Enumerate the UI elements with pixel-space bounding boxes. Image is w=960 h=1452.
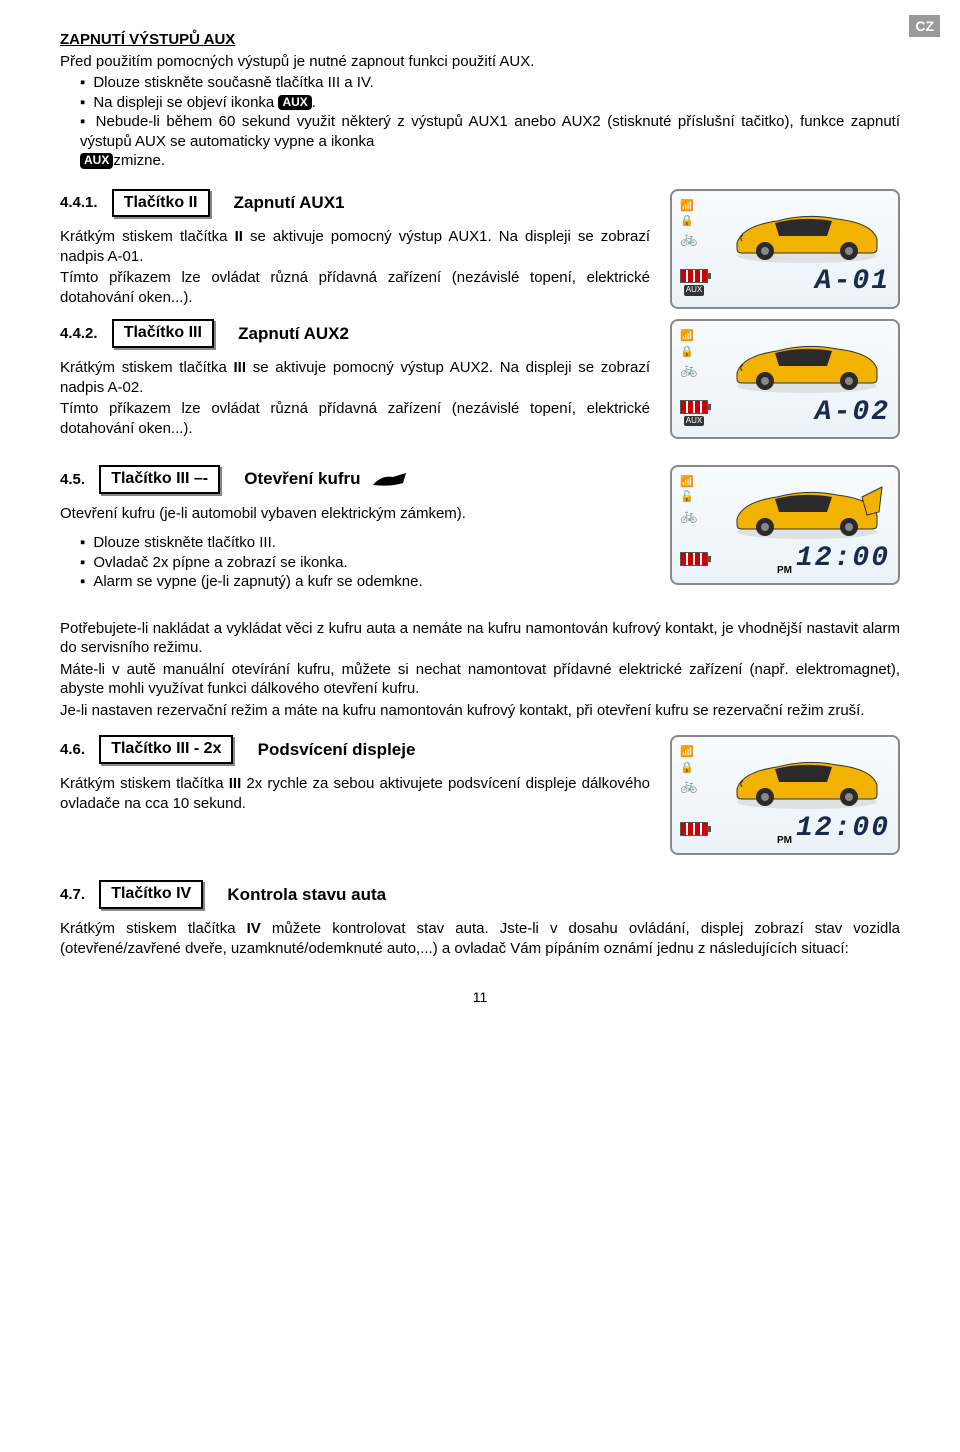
page-number: 11 <box>60 988 900 1006</box>
pm-label: PM <box>777 834 792 847</box>
intro-item-2: Na displeji se objeví ikonka AUX. <box>80 93 900 113</box>
aux-label: AUX <box>684 285 704 295</box>
lcd-readout: 12:00 <box>796 541 890 577</box>
language-badge: CZ <box>909 15 940 37</box>
lcd-readout: A-02 <box>815 395 890 431</box>
paragraph: Tímto příkazem lze ovládat různá přídavn… <box>60 399 650 438</box>
paragraph: Krátkým stiskem tlačítka III se aktivuje… <box>60 358 650 397</box>
bullet-list: Dlouze stiskněte tlačítko III. Ovladač 2… <box>60 533 650 592</box>
subsection-title: Zapnutí AUX1 <box>234 192 345 214</box>
intro-item-3: Nebude-li během 60 sekund využit některý… <box>80 112 900 171</box>
subsection-title: Kontrola stavu auta <box>227 884 386 906</box>
subsection-title: Podsvícení displeje <box>258 739 416 761</box>
lcd-display-trunk: 📶🔓🚲 PM 12:00 <box>670 465 900 585</box>
lcd-display-aux1: 📶🔒🚲 AUX A-01 <box>670 189 900 309</box>
paragraph: Je-li nastaven rezervační režim a máte n… <box>60 701 900 721</box>
battery-icon <box>680 400 708 414</box>
aux-icon: AUX <box>80 153 113 169</box>
section-number: 4.7. <box>60 885 85 905</box>
button-box-iii: Tlačítko III <box>112 319 214 348</box>
car-trunk-icon <box>727 477 887 542</box>
lcd-status-icons: 📶🔓🚲 <box>680 475 697 525</box>
lcd-display-aux2: 📶🔒🚲 AUX A-02 <box>670 319 900 439</box>
section-number: 4.4.1. <box>60 193 98 213</box>
paragraph: Krátkým stiskem tlačítka III 2x rychle z… <box>60 774 650 813</box>
button-box-iii-2x: Tlačítko III - 2x <box>99 735 233 764</box>
lcd-readout: 12:00 <box>796 811 890 847</box>
car-icon <box>727 331 887 396</box>
battery-icon <box>680 822 708 836</box>
subsection-title: Zapnutí AUX2 <box>238 323 349 345</box>
button-box-ii: Tlačítko II <box>112 189 210 218</box>
lcd-display-backlight: 📶🔒🚲 PM 12:00 <box>670 735 900 855</box>
aux-icon: AUX <box>278 95 311 111</box>
button-box-iv: Tlačítko IV <box>99 880 203 909</box>
lcd-readout: A-01 <box>815 264 890 300</box>
car-icon <box>727 747 887 812</box>
trunk-open-icon <box>371 471 411 489</box>
intro-item-1: Dlouze stiskněte současně tlačítka III a… <box>80 73 900 93</box>
list-item: Dlouze stiskněte tlačítko III. <box>80 533 650 553</box>
intro-list: Dlouze stiskněte současně tlačítka III a… <box>60 73 900 171</box>
paragraph: Krátkým stiskem tlačítka IV můžete kontr… <box>60 919 900 958</box>
car-icon <box>727 201 887 266</box>
section-number: 4.5. <box>60 470 85 490</box>
paragraph: Potřebujete-li nakládat a vykládat věci … <box>60 619 900 658</box>
lcd-status-icons: 📶🔒🚲 <box>680 745 697 795</box>
section-title: ZAPNUTÍ VÝSTUPŮ AUX <box>60 30 900 50</box>
aux-label: AUX <box>684 416 704 426</box>
section-number: 4.4.2. <box>60 324 98 344</box>
section-number: 4.6. <box>60 740 85 760</box>
battery-icon <box>680 269 708 283</box>
paragraph: Tímto příkazem lze ovládat různá přídavn… <box>60 268 650 307</box>
lcd-status-icons: 📶🔒🚲 <box>680 199 697 249</box>
battery-icon <box>680 552 708 566</box>
pm-label: PM <box>777 564 792 577</box>
list-item: Ovladač 2x pípne a zobrazí se ikonka. <box>80 553 650 573</box>
paragraph: Máte-li v autě manuální otevírání kufru,… <box>60 660 900 699</box>
paragraph: Otevření kufru (je-li automobil vybaven … <box>60 504 650 524</box>
intro-text: Před použitím pomocných výstupů je nutné… <box>60 52 900 72</box>
paragraph: Krátkým stiskem tlačítka II se aktivuje … <box>60 227 650 266</box>
list-item: Alarm se vypne (je-li zapnutý) a kufr se… <box>80 572 650 592</box>
subsection-title: Otevření kufru <box>244 468 360 490</box>
lcd-status-icons: 📶🔒🚲 <box>680 329 697 379</box>
button-box-iii-long: Tlačítko III –- <box>99 465 220 494</box>
